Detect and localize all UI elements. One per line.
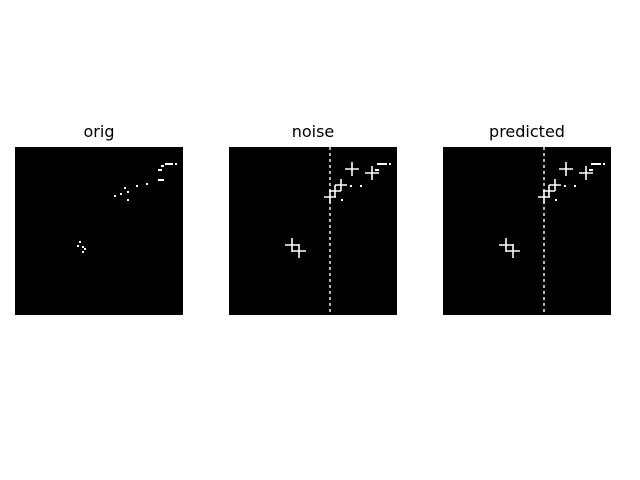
panel-noise: noise xyxy=(229,120,397,315)
image-noise xyxy=(229,147,397,315)
panel-title-noise: noise xyxy=(291,122,335,141)
panel-title-predicted: predicted xyxy=(489,122,565,141)
panel-orig: orig xyxy=(15,120,183,315)
panel-predicted: predicted xyxy=(443,120,611,315)
image-predicted xyxy=(443,147,611,315)
panel-title-orig: orig xyxy=(83,122,115,141)
image-orig xyxy=(15,147,183,315)
